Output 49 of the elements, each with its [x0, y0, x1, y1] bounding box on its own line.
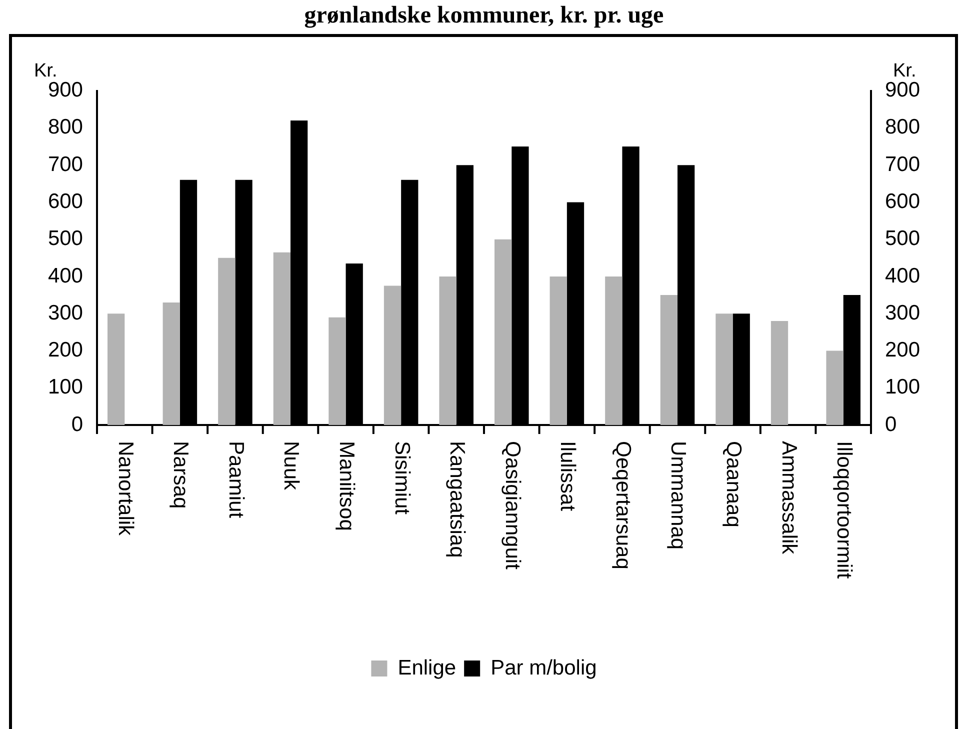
- x-tick-label: Sisimiut: [390, 441, 414, 515]
- bar: [660, 295, 678, 425]
- y-tick-label: 400: [48, 264, 83, 288]
- x-tick-label: Ammassalik: [777, 441, 800, 555]
- y-tick-label: 700: [48, 152, 83, 176]
- bar: [273, 252, 290, 425]
- legend-label: Enlige: [398, 656, 456, 680]
- bar: [494, 239, 512, 425]
- bar: [439, 276, 456, 425]
- y-tick-label: 0: [71, 412, 83, 436]
- bar: [605, 276, 622, 425]
- bar: [328, 317, 346, 425]
- bar: [162, 302, 180, 425]
- y2-tick-label: 200: [885, 338, 920, 362]
- bar: [826, 350, 844, 425]
- x-tick-label: Narsaq: [169, 441, 192, 509]
- y-tick-label: 300: [48, 301, 83, 324]
- x-tick-label: Qeqertarsuaq: [611, 441, 634, 570]
- bar: [218, 258, 236, 425]
- x-tick-label: Qasigiannguit: [500, 441, 524, 570]
- x-tick-label: Nuuk: [280, 441, 303, 491]
- y2-tick-label: 400: [885, 264, 920, 288]
- x-tick-label: Paamiut: [224, 441, 248, 518]
- bar: [716, 314, 733, 425]
- y2-tick-label: 500: [885, 227, 920, 250]
- y2-tick-label: 100: [885, 376, 920, 399]
- x-tick-label: Illoqqortoormiit: [832, 441, 856, 579]
- y2-tick-label: 800: [885, 116, 920, 139]
- x-tick-label: Qaanaaq: [722, 441, 745, 528]
- y-tick-label: 100: [48, 376, 83, 399]
- bar: [550, 276, 567, 425]
- y2-tick-label: 0: [885, 412, 897, 436]
- legend-label: Par m/bolig: [490, 656, 597, 680]
- x-tick-label: Kangaatsiaq: [446, 441, 469, 558]
- y-tick-label: 500: [48, 227, 83, 250]
- y-tick-label: 800: [48, 116, 83, 139]
- bar: [770, 321, 788, 425]
- y-tick-label: 600: [48, 190, 83, 213]
- x-tick-label: Ummannaq: [666, 441, 690, 550]
- y-tick-label: 200: [48, 338, 83, 362]
- bar: [384, 286, 402, 425]
- x-tick-label: Ilulissat: [556, 441, 580, 512]
- y2-tick-label: 600: [885, 190, 920, 213]
- y2-tick-label: 700: [885, 152, 920, 176]
- x-tick-label: Maniitsoq: [334, 441, 358, 531]
- x-tick-label: Nanortalik: [114, 441, 137, 536]
- y2-tick-label: 300: [885, 301, 920, 324]
- chart-title: grønlandske kommuner, kr. pr. uge: [304, 2, 664, 29]
- bar: [108, 314, 125, 425]
